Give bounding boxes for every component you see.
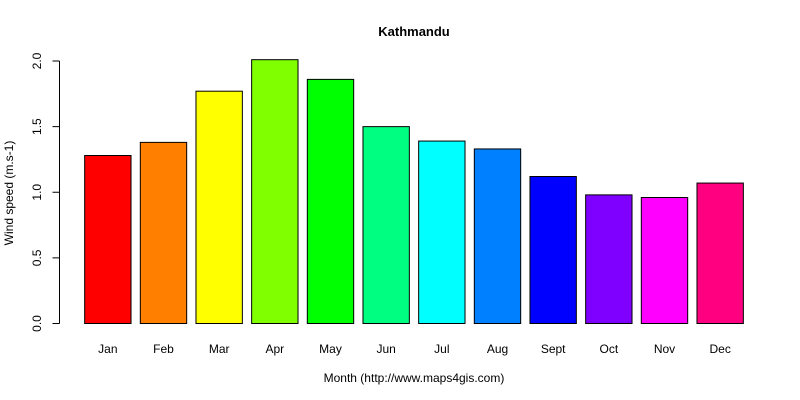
- x-tick-label: May: [319, 342, 342, 356]
- x-tick-label: Jun: [376, 342, 395, 356]
- x-tick-label: Nov: [654, 342, 675, 356]
- x-tick-label: Aug: [487, 342, 508, 356]
- y-tick-label: 0.5: [30, 249, 44, 266]
- x-tick-label: Mar: [209, 342, 230, 356]
- bar-oct: [585, 194, 633, 325]
- y-tick-label: 1.0: [30, 184, 44, 201]
- y-tick-label: 0.0: [30, 315, 44, 332]
- bar-jan: [84, 155, 132, 324]
- y-tick-label: 2.0: [30, 52, 44, 69]
- bar-apr: [251, 59, 299, 324]
- x-tick-label: Jan: [98, 342, 117, 356]
- bar-jun: [362, 126, 410, 325]
- x-axis-label: Month (http://www.maps4gis.com): [324, 371, 505, 385]
- bars-group: [84, 59, 744, 325]
- bar-may: [306, 78, 355, 325]
- chart-title: Kathmandu: [378, 24, 450, 39]
- bar-nov: [640, 197, 689, 324]
- bar-jul: [418, 140, 466, 324]
- bar-mar: [195, 90, 243, 324]
- y-tick-label: 1.5: [30, 118, 44, 135]
- bar-dec: [696, 182, 744, 324]
- x-tick-label: Sept: [541, 342, 566, 356]
- x-tick-label: Dec: [709, 342, 730, 356]
- bar-sept: [529, 176, 577, 324]
- x-tick-labels: Jan Feb Mar Apr May Jun Jul Aug Sept Oct Nov Dec: [98, 342, 731, 356]
- x-tick-label: Oct: [599, 342, 618, 356]
- x-tick-label: Feb: [153, 342, 174, 356]
- x-tick-label: Apr: [265, 342, 284, 356]
- y-axis: 0.0 0.5 1.0 1.5 2.0: [30, 52, 60, 332]
- x-tick-label: Jul: [434, 342, 449, 356]
- bar-feb: [139, 141, 188, 325]
- y-axis-label: Wind speed (m.s-1): [2, 141, 16, 246]
- bar-aug: [473, 148, 522, 324]
